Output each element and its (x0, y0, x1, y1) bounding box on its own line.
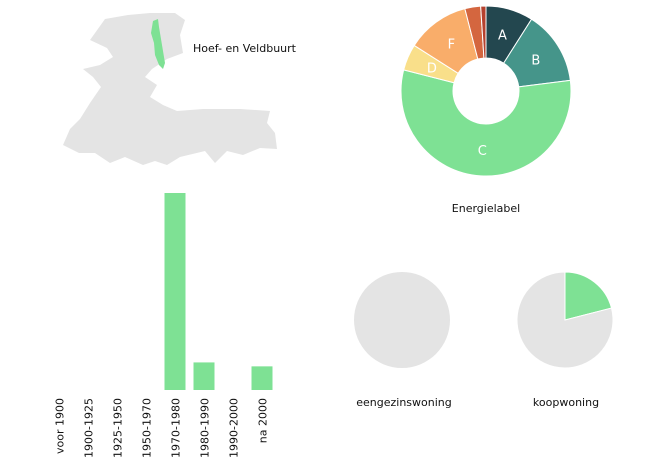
owner-occupied-pie-chart (516, 271, 614, 369)
energy-label-d: D (427, 62, 437, 77)
energy-label-c: C (478, 144, 487, 159)
energy-label-title: Energielabel (451, 202, 521, 215)
owner-occupied-slice-slice-1 (516, 271, 614, 369)
x-tick-1970-1980: 1970-1980 (170, 398, 183, 458)
energy-label-donut-chart: A B C DF (400, 5, 572, 177)
energy-slice-g2 (480, 5, 487, 59)
single-family-slice-slice-1 (354, 272, 450, 368)
neighbourhood-map (63, 13, 277, 165)
owner-occupied-slice-slice-0 (564, 271, 613, 321)
construction-year-bar-chart: voor 1900 1900-1925 1925-1950 1950-1970 1970… (54, 193, 273, 458)
energy-slice-c (400, 69, 572, 177)
bar-1980-1990 (193, 362, 215, 390)
municipality-shape (63, 13, 277, 165)
energy-label-b: B (531, 53, 540, 68)
highlighted-neighbourhood (151, 19, 165, 69)
x-tick-1980-1990: 1980-1990 (199, 398, 212, 458)
single-family-caption: eengezinswoning (356, 396, 452, 409)
x-tick-1925-1950: 1925-1950 (112, 398, 125, 458)
energy-label-a: A (498, 28, 507, 43)
x-tick-1990-2000: 1990-2000 (228, 398, 241, 458)
x-tick-na-2000: na 2000 (257, 398, 270, 443)
x-tick-voor-1900: voor 1900 (54, 398, 67, 454)
owner-occupied-caption: koopwoning (532, 396, 600, 409)
area-label: Hoef- en Veldbuurt (193, 42, 296, 55)
bar-1970-1980 (164, 193, 186, 390)
single-family-pie-chart (354, 272, 450, 368)
x-tick-1900-1925: 1900-1925 (83, 398, 96, 458)
x-tick-1950-1970: 1950-1970 (141, 398, 154, 458)
bar-na-2000 (251, 366, 273, 390)
energy-label-f: F (448, 37, 455, 52)
